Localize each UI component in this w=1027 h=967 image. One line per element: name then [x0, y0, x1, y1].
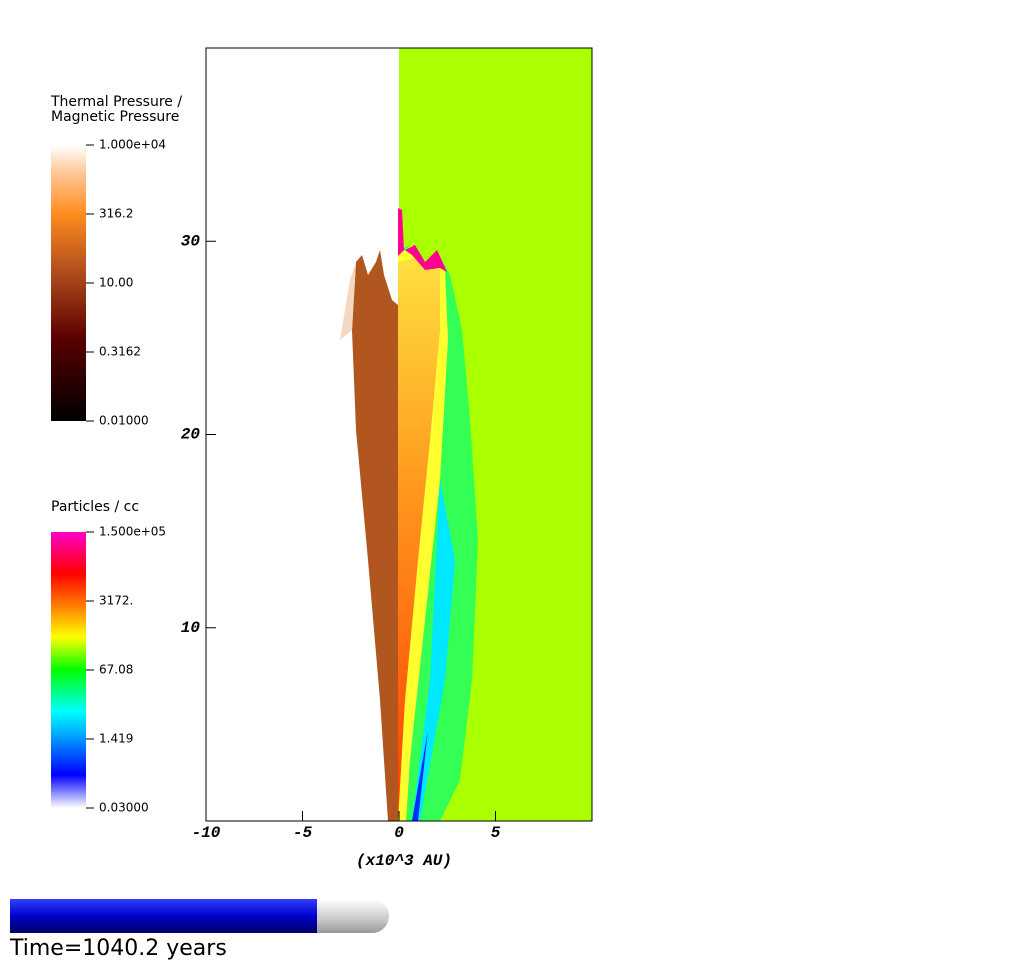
- colorbar-tick-label: 0.3162: [99, 345, 141, 359]
- colorbar-tick-label: 0.03000: [99, 801, 149, 815]
- colorbar-tick-label: 1.500e+05: [99, 525, 166, 539]
- plume-right-cyan: [412, 480, 455, 821]
- progress-bar: [10, 899, 389, 933]
- plume-right-core: [398, 258, 440, 821]
- x-tick-label: -10: [192, 824, 221, 842]
- colorbar-tick-label: 67.08: [99, 663, 133, 677]
- plume-left-edge: [340, 262, 356, 340]
- colorbar-title: Particles / cc: [51, 499, 139, 515]
- plume-right-blue: [412, 730, 428, 821]
- colorbar-title: Magnetic Pressure: [51, 109, 179, 125]
- plume-left: [352, 250, 398, 821]
- x-tick-label: 5: [491, 824, 501, 842]
- colorbar-tick-label: 316.2: [99, 207, 133, 221]
- colorbar-tick-label: 1.419: [99, 731, 133, 745]
- colorbar: [51, 532, 86, 808]
- plume-right-rim: [398, 208, 447, 272]
- colorbar-tick-label: 3172.: [99, 594, 133, 608]
- progress-fill: [10, 899, 317, 933]
- x-tick-label: -5: [293, 824, 313, 842]
- field-image: [340, 48, 592, 821]
- y-tick-label: 30: [181, 232, 201, 250]
- x-axis-label: (x10^3 AU): [356, 852, 452, 870]
- x-tick-label: 0: [394, 824, 404, 842]
- y-tick-label: 20: [181, 426, 201, 444]
- y-tick-label: 10: [181, 619, 201, 637]
- colorbar-tick-label: 10.00: [99, 276, 133, 290]
- time-label: Time=1040.2 years: [9, 936, 227, 961]
- colorbar: [51, 145, 86, 421]
- colorbar-title: Thermal Pressure /: [50, 94, 182, 110]
- colorbar-tick-label: 1.000e+04: [99, 138, 166, 152]
- colorbar-tick-label: 0.01000: [99, 414, 149, 428]
